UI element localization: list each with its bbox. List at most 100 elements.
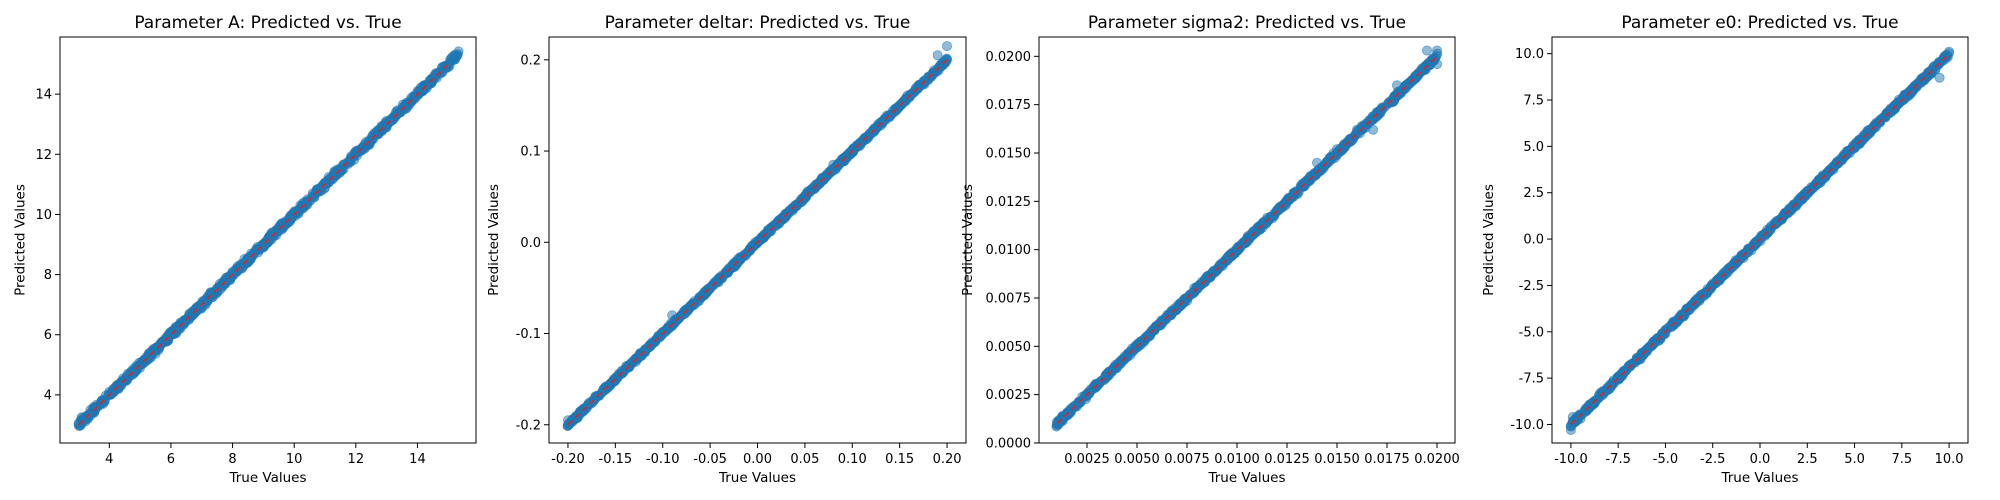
- scatter-point: [122, 368, 133, 379]
- scatter-point: [135, 362, 146, 373]
- y-tick-label: 0.0175: [986, 98, 1032, 113]
- x-axis-label: True Values: [718, 470, 796, 486]
- y-tick-label: 0.0: [1523, 233, 1544, 248]
- chart-title: Parameter deltar: Predicted vs. True: [605, 13, 911, 33]
- scatter-point: [246, 248, 257, 259]
- scatter-point: [381, 122, 392, 133]
- scatter-point: [184, 308, 195, 319]
- scatter-point: [667, 310, 678, 321]
- scatter-point: [82, 413, 93, 424]
- x-axis-label: True Values: [1720, 470, 1798, 486]
- x-tick-label: 0.0075: [1164, 452, 1210, 467]
- scatter-point: [449, 50, 460, 61]
- scatter-point: [1832, 156, 1843, 167]
- scatter-point: [205, 287, 216, 298]
- x-tick-label: 0.05: [790, 452, 819, 467]
- plot-area: [562, 41, 953, 431]
- y-tick-label: 12: [35, 148, 52, 163]
- scatter-point: [1636, 348, 1647, 359]
- x-tick-label: 0.0025: [1064, 452, 1110, 467]
- x-tick-label: -7.5: [1605, 452, 1630, 467]
- x-tick-label: 14: [409, 452, 426, 467]
- x-tick-label: 0.0050: [1114, 452, 1160, 467]
- x-tick-label: 5.0: [1844, 452, 1865, 467]
- scatter-point: [1701, 287, 1712, 298]
- x-tick-label: 0.10: [838, 452, 867, 467]
- scatter-point: [1310, 170, 1321, 181]
- x-tick-label: 0.00: [743, 452, 772, 467]
- reference-line: [567, 59, 948, 426]
- x-axis-label: True Values: [1207, 470, 1285, 486]
- x-tick-label: 0.0175: [1364, 452, 1410, 467]
- scatter-point: [236, 263, 247, 274]
- scatter-point: [932, 50, 943, 61]
- scatter-point: [1298, 179, 1309, 190]
- scatter-point: [319, 182, 330, 193]
- y-tick-label: 0.0100: [986, 243, 1032, 258]
- scatter-point: [1869, 122, 1880, 133]
- y-tick-label: 0.0: [520, 236, 541, 251]
- scatter-point: [910, 84, 921, 95]
- x-tick-label: -10.0: [1554, 452, 1588, 467]
- scatter-point: [360, 143, 371, 154]
- x-axis-label: True Values: [228, 470, 306, 486]
- y-tick-label: 0.0075: [986, 292, 1032, 307]
- scatter-point: [196, 302, 207, 313]
- y-axis-label: Predicted Values: [12, 184, 28, 296]
- scatter-point: [572, 412, 583, 423]
- scatter-point: [1818, 174, 1829, 185]
- x-tick-label: 4: [105, 452, 113, 467]
- scatter-point: [390, 107, 401, 118]
- x-tick-label: 2.5: [1797, 452, 1818, 467]
- y-tick-label: 0.0125: [986, 195, 1032, 210]
- scatter-point: [729, 261, 740, 272]
- scatter-point: [1077, 391, 1088, 402]
- axes-frame: [1038, 36, 1456, 444]
- scatter-point: [869, 126, 880, 137]
- y-tick-label: 0.0200: [986, 50, 1032, 65]
- scatter-point: [227, 266, 238, 277]
- scatter-point: [1432, 45, 1443, 56]
- scatter-point: [276, 224, 287, 235]
- x-tick-label: 6: [167, 452, 175, 467]
- y-tick-label: -7.5: [1519, 372, 1544, 387]
- x-tick-label: 0.0200: [1414, 452, 1460, 467]
- scatter-point: [1944, 46, 1955, 57]
- scatter-point: [329, 167, 340, 178]
- subplot-2: -0.20 -0.15 -0.10 -0.05 0.00 0.05 0.10 0.15 0.20…: [486, 13, 967, 486]
- x-tick-label: 0.0150: [1314, 452, 1360, 467]
- y-tick-label: -10.0: [1510, 418, 1544, 433]
- x-tick-label: -2.5: [1700, 452, 1725, 467]
- y-axis-label: Predicted Values: [960, 184, 976, 296]
- y-tick-label: 0.0000: [986, 437, 1032, 452]
- subplot-3: 0.0025 0.0050 0.0075 0.0100 0.0125 0.0150 0.01…: [960, 13, 1460, 486]
- scatter-point: [113, 383, 124, 394]
- y-tick-label: 10.0: [1515, 47, 1544, 62]
- scatter-point: [289, 206, 300, 217]
- y-tick-label: -0.2: [516, 418, 541, 433]
- y-tick-label: -2.5: [1519, 279, 1544, 294]
- scatter-point: [610, 375, 621, 386]
- scatter-point: [828, 159, 839, 170]
- x-tick-label: -0.10: [646, 452, 680, 467]
- reference-line: [77, 63, 449, 426]
- scatter-point: [1052, 416, 1063, 427]
- subplot-4: -10.0 -7.5 -5.0 -2.5 0.0 2.5 5.0 7.5 10.0 -10.0 -7…: [1481, 13, 1969, 486]
- chart-title: Parameter sigma2: Predicted vs. True: [1088, 13, 1406, 33]
- scatter-point: [1062, 407, 1073, 418]
- y-tick-label: 8: [44, 268, 52, 283]
- scatter-point: [1312, 157, 1323, 168]
- scatter-point: [153, 344, 164, 355]
- x-tick-label: 0.20: [933, 452, 962, 467]
- scatter-point: [563, 415, 574, 426]
- y-tick-label: 10: [35, 208, 52, 223]
- scatter-point: [267, 227, 278, 238]
- scatter-point: [338, 164, 349, 175]
- scatter-point: [175, 323, 186, 334]
- scatter-point: [258, 242, 269, 253]
- x-tick-label: 0.0100: [1214, 452, 1260, 467]
- chart-title: Parameter e0: Predicted vs. True: [1621, 13, 1898, 33]
- scatter-point: [1422, 45, 1433, 56]
- scatter-point: [369, 128, 380, 139]
